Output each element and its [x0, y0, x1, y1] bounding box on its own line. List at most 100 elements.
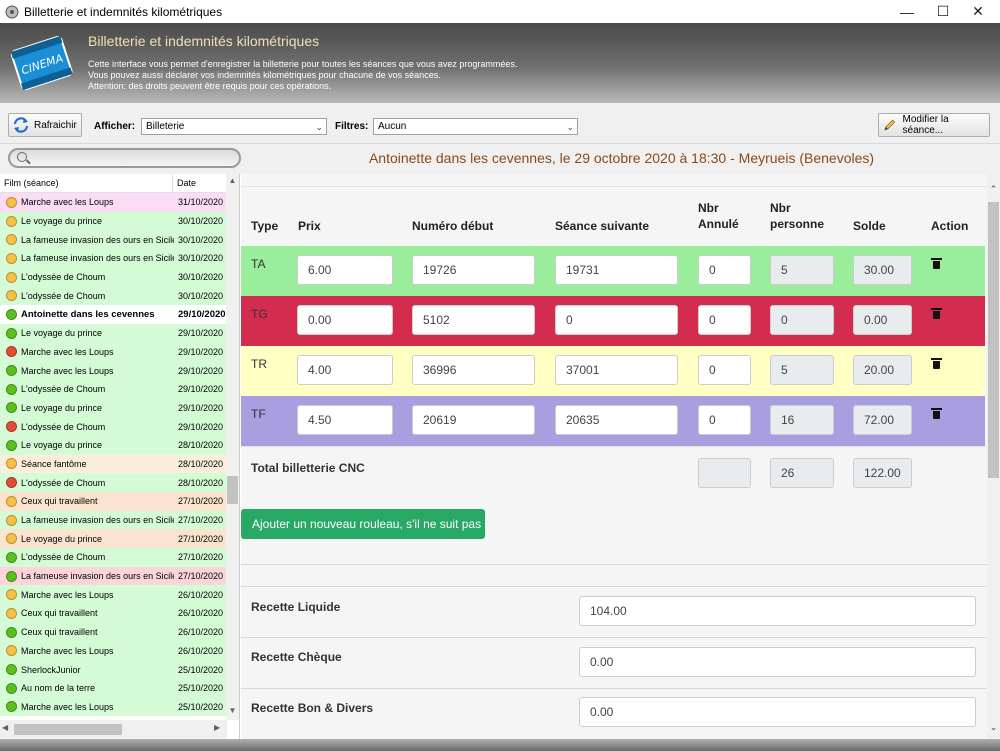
scroll-down-icon[interactable]: ⌄ — [989, 722, 998, 732]
prix-field[interactable]: 6.00 — [297, 255, 393, 285]
list-item[interactable]: Le voyage du prince 30/10/2020 — [0, 211, 227, 231]
list-item-date: 28/10/2020 — [178, 458, 224, 469]
list-item[interactable]: L'odyssée de Choum 30/10/2020 — [0, 286, 227, 306]
seance-suivante-field[interactable]: 19731 — [555, 255, 678, 285]
list-item[interactable]: SherlockJunior 25/10/2020 — [0, 660, 227, 679]
list-item[interactable]: Marche avec les Loups 31/10/2020 — [0, 193, 227, 212]
list-item[interactable]: Ceux qui travaillent 26/10/2020 — [0, 604, 227, 623]
prix-field[interactable]: 0.00 — [297, 305, 393, 335]
trash-icon[interactable] — [931, 358, 942, 369]
list-item[interactable]: Le voyage du prince 27/10/2020 — [0, 529, 227, 549]
ticket-row: TF 4.50 20619 20635 0 16 72.00 — [241, 396, 985, 446]
status-dot-icon — [6, 607, 17, 619]
column-header-date[interactable]: Date — [177, 178, 197, 188]
scroll-thumb[interactable] — [988, 202, 999, 478]
list-item-film: Au nom de la terre — [21, 683, 96, 694]
status-dot-icon — [6, 365, 17, 377]
scroll-up-icon[interactable]: ⌃ — [989, 184, 998, 194]
annule-field[interactable]: 0 — [698, 405, 751, 435]
numero-debut-field[interactable]: 36996 — [412, 355, 535, 385]
scroll-left-icon[interactable]: ◀ — [2, 723, 9, 732]
list-item[interactable]: Antoinette dans les cevennes 29/10/2020 — [0, 305, 227, 324]
list-scrollbar[interactable]: ▲ ▼ — [226, 174, 239, 720]
list-item-date: 30/10/2020 — [178, 290, 224, 301]
maximize-button[interactable]: ☐ — [936, 3, 950, 19]
list-item[interactable]: La fameuse invasion des ours en Sicile 30… — [0, 249, 227, 268]
list-item[interactable]: Le voyage du prince 29/10/2020 — [0, 398, 227, 418]
add-roll-button[interactable]: Ajouter un nouveau rouleau, s'il ne suit… — [241, 509, 485, 539]
status-dot-icon — [6, 421, 17, 433]
list-item[interactable]: Marche avec les Loups 25/10/2020 — [0, 697, 227, 717]
list-item-date: 29/10/2020 — [178, 346, 224, 357]
list-item[interactable]: Marche avec les Loups 26/10/2020 — [0, 585, 227, 605]
trash-icon[interactable] — [931, 408, 942, 419]
close-button[interactable]: ✕ — [972, 3, 984, 19]
annule-field[interactable]: 0 — [698, 305, 751, 335]
list-item[interactable]: Ceux qui travaillent 27/10/2020 — [0, 492, 227, 511]
afficher-select[interactable]: Billeterie ⌄ — [141, 118, 327, 135]
list-hscrollbar[interactable]: ◀ ▶ — [0, 720, 227, 739]
status-dot-icon — [6, 327, 17, 339]
list-item-date: 28/10/2020 — [178, 440, 224, 451]
list-item[interactable]: Séance fantôme 28/10/2020 — [0, 454, 227, 474]
list-item[interactable]: La fameuse invasion des ours en Sicile 27… — [0, 566, 227, 586]
numero-debut-field[interactable]: 19726 — [412, 255, 535, 285]
recette-liquide-field[interactable]: 104.00 — [579, 596, 976, 626]
filtres-select[interactable]: Aucun ⌄ — [373, 118, 578, 135]
list-item[interactable]: L'odyssée de Choum 28/10/2020 — [0, 473, 227, 492]
seance-suivante-field[interactable]: 37001 — [555, 355, 678, 385]
header-nbr-annule: Nbr Annulé — [698, 200, 739, 232]
list-item[interactable]: L'odyssée de Choum 29/10/2020 — [0, 417, 227, 436]
list-item[interactable]: La fameuse invasion des ours en Sicile 30… — [0, 230, 227, 250]
recette-row: Recette Chèque 0.00 — [241, 638, 987, 688]
seance-suivante-field[interactable]: 0 — [555, 305, 678, 335]
scroll-right-icon[interactable]: ▶ — [214, 723, 221, 732]
list-item[interactable]: Marche avec les Loups 29/10/2020 — [0, 361, 227, 380]
seance-suivante-field[interactable]: 20635 — [555, 405, 678, 435]
list-item[interactable]: Ceux qui travaillent 26/10/2020 — [0, 622, 227, 642]
hscroll-thumb[interactable] — [14, 724, 122, 735]
list-item-film: La fameuse invasion des ours en Sicile — [21, 515, 174, 526]
numero-debut-field[interactable]: 5102 — [412, 305, 535, 335]
list-item[interactable]: L'odyssée de Choum 30/10/2020 — [0, 267, 227, 287]
numero-debut-field[interactable]: 20619 — [412, 405, 535, 435]
header-prix: Prix — [298, 219, 321, 233]
list-item[interactable]: L'odyssée de Choum 27/10/2020 — [0, 548, 227, 567]
scroll-thumb[interactable] — [227, 476, 238, 504]
minimize-button[interactable]: — — [900, 3, 914, 20]
annule-field[interactable]: 0 — [698, 255, 751, 285]
ticket-type: TR — [251, 357, 267, 371]
list-item-date: 27/10/2020 — [178, 533, 224, 544]
prix-field[interactable]: 4.00 — [297, 355, 393, 385]
list-item[interactable]: Marche avec les Loups 29/10/2020 — [0, 342, 227, 362]
toolbar: Rafraichir Afficher: Billeterie ⌄ Filtre… — [0, 103, 1000, 144]
recette-bon-field[interactable]: 0.00 — [579, 697, 976, 727]
prix-field[interactable]: 4.50 — [297, 405, 393, 435]
list-item[interactable]: Le voyage du prince 28/10/2020 — [0, 435, 227, 455]
modify-session-button[interactable]: Modifier la séance... — [878, 113, 990, 137]
header-nbr-annule-line1: Nbr — [698, 201, 719, 215]
search-input[interactable] — [8, 148, 241, 168]
list-item-film: L'odyssée de Choum — [21, 421, 106, 432]
scroll-down-icon[interactable]: ▼ — [228, 706, 237, 715]
list-item[interactable]: Le voyage du prince 29/10/2020 — [0, 323, 227, 343]
scroll-up-icon[interactable]: ▲ — [228, 176, 237, 185]
list-item[interactable]: La fameuse invasion des ours en Sicile 27… — [0, 510, 227, 530]
trash-icon[interactable] — [931, 308, 942, 319]
list-item-date: 29/10/2020 — [178, 384, 224, 395]
list-item-date: 28/10/2020 — [178, 477, 224, 488]
header-action: Action — [931, 219, 969, 233]
trash-icon[interactable] — [931, 258, 942, 269]
main-scrollbar[interactable]: ⌃ ⌄ — [987, 174, 1000, 739]
recette-cheque-field[interactable]: 0.00 — [579, 647, 976, 677]
list-item[interactable]: Au nom de la terre 25/10/2020 — [0, 678, 227, 698]
list-item-film: Ceux qui travaillent — [21, 627, 98, 638]
list-item[interactable]: L'odyssée de Choum 29/10/2020 — [0, 379, 227, 399]
list-item[interactable]: Marche avec les Loups 26/10/2020 — [0, 641, 227, 661]
refresh-button[interactable]: Rafraichir — [8, 113, 82, 137]
list-item-date: 27/10/2020 — [178, 515, 224, 526]
personne-field: 5 — [770, 355, 834, 385]
column-header-film[interactable]: Film (séance) — [0, 174, 173, 192]
annule-field[interactable]: 0 — [698, 355, 751, 385]
ticket-row: TR 4.00 36996 37001 0 5 20.00 — [241, 346, 985, 396]
